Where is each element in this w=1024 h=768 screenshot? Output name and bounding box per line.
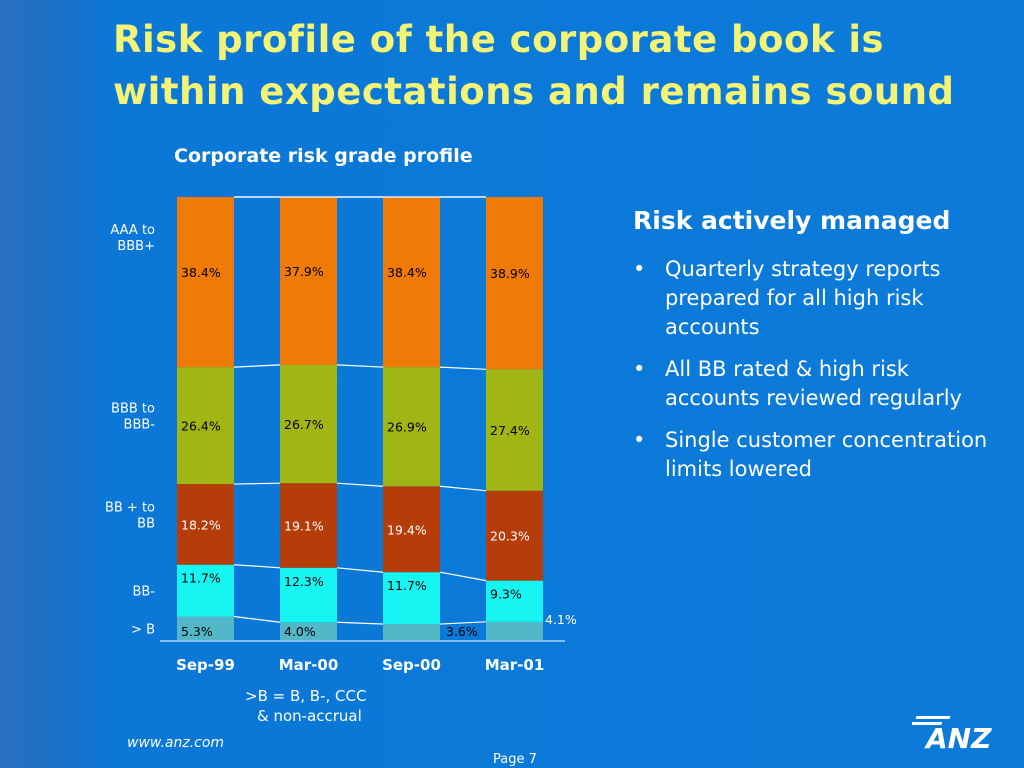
bar-segment (280, 364, 337, 484)
data-label: 38.4% (387, 265, 427, 280)
bar-segment (383, 486, 440, 573)
bar-segment (383, 197, 440, 368)
data-label: 26.7% (284, 417, 324, 432)
bullet-dot: • (633, 257, 646, 281)
bullet-dot: • (633, 428, 646, 452)
row-label: BB (137, 516, 155, 531)
connector-line (336, 364, 384, 368)
row-label: BBB to (111, 402, 155, 417)
data-label: 11.7% (387, 578, 427, 593)
bar-segment (383, 572, 440, 625)
connector-line (233, 482, 281, 485)
connector-line (336, 567, 384, 573)
row-label: BBB+ (117, 239, 155, 254)
footer-url: www.anz.com (127, 735, 225, 751)
side-heading: Risk actively managed (633, 206, 951, 235)
bar-segment (280, 197, 337, 365)
footnote-line-2: & non-accrual (257, 707, 362, 725)
data-label: 11.7% (181, 571, 221, 586)
data-label: 38.4% (181, 265, 221, 280)
logo-wordmark: ANZ (924, 722, 992, 752)
bar-segment (486, 369, 543, 491)
bullet-dot: • (633, 357, 646, 381)
footnote-line-1: >B = B, B-, CCC (245, 687, 367, 705)
bar-segment (486, 197, 543, 370)
data-label: 18.2% (181, 517, 221, 532)
data-label: 12.3% (284, 574, 324, 589)
bar-segment (383, 367, 440, 487)
connector-line (439, 571, 487, 582)
data-label: 38.9% (490, 266, 530, 281)
data-label: 4.0% (284, 624, 316, 639)
chart-title: Corporate risk grade profile (174, 145, 473, 167)
bullet-text: All BB rated & high risk accounts review… (665, 357, 962, 410)
anz-logo: ANZ (912, 716, 992, 752)
bullet-text: Quarterly strategy reports prepared for … (665, 257, 941, 339)
connector-line (336, 621, 384, 625)
left-gradient-band (0, 0, 100, 768)
data-label: 19.4% (387, 522, 427, 537)
data-label: 4.1% (545, 612, 577, 627)
bar-segment (177, 367, 234, 485)
bar-segment (486, 621, 543, 640)
bullet-text: Single customer concentration limits low… (665, 428, 988, 481)
row-label: BBB- (124, 418, 156, 433)
bar-segment (383, 624, 440, 640)
connector-line (233, 564, 281, 569)
bullet-item: • All BB rated & high risk accounts revie… (633, 355, 1003, 413)
bar-segment (177, 564, 234, 617)
footnote: >B = B, B-, CCC & non-accrual (245, 686, 415, 726)
bullet-item: • Quarterly strategy reports prepared for… (633, 255, 1003, 342)
data-label: 20.3% (490, 529, 530, 544)
bar-segment (177, 616, 234, 640)
slide-title: Risk profile of the corporate book is wi… (113, 18, 955, 113)
x-tick-label: Sep-00 (382, 656, 441, 674)
bar-segment (280, 483, 337, 568)
row-label: AAA to (110, 223, 155, 238)
bar-segment (177, 484, 234, 565)
bar-segment (280, 622, 337, 640)
x-tick-label: Mar-01 (485, 656, 545, 674)
bar-segment (486, 490, 543, 581)
connector-line (439, 621, 487, 625)
data-label: 9.3% (490, 587, 522, 602)
bar-segment (280, 567, 337, 623)
connector-line (233, 615, 281, 623)
connector-line (336, 482, 384, 487)
data-label: 26.9% (387, 420, 427, 435)
data-label: 37.9% (284, 264, 324, 279)
row-label: > B (131, 622, 155, 637)
bar-segment (177, 197, 234, 368)
data-label: 5.3% (181, 624, 213, 639)
row-label: BB + to (105, 500, 155, 515)
connector-line (439, 366, 487, 370)
x-tick-label: Mar-00 (279, 656, 339, 674)
data-label: 26.4% (181, 419, 221, 434)
data-label: 19.1% (284, 518, 324, 533)
bullet-item: • Single customer concentration limits lo… (633, 426, 1003, 484)
connector-line (233, 364, 281, 368)
page-number: Page 7 (493, 752, 537, 767)
connector-line (439, 485, 487, 492)
bar-segment (486, 580, 543, 622)
row-label: BB- (132, 585, 155, 600)
data-label: 27.4% (490, 423, 530, 438)
bullet-list: • Quarterly strategy reports prepared for… (633, 255, 1003, 497)
data-label: 3.6% (446, 624, 478, 639)
x-tick-label: Sep-99 (176, 656, 235, 674)
